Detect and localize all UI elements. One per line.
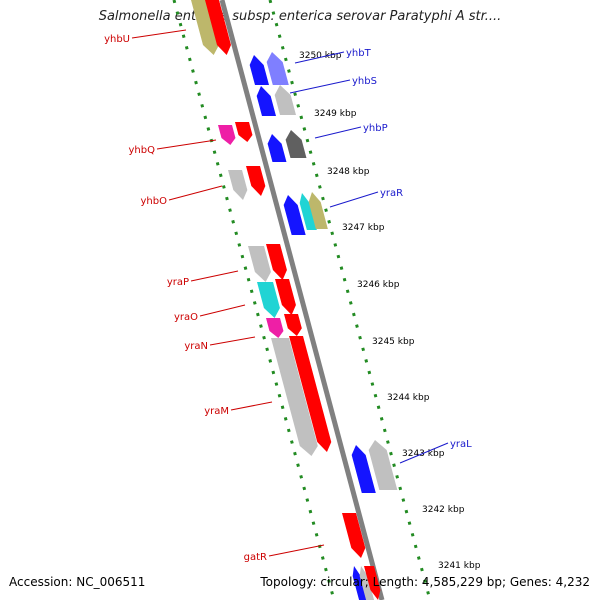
tick-marks: 3250 kbp 3249 kbp 3248 kbp 3247 kbp 3246 kbp… [299,51,481,571]
gene-label-reverse: yraR [380,188,403,199]
gene-arrow [283,195,306,235]
gene-label-forward: yraN [184,341,208,352]
gene-arrow [246,166,266,196]
gene-labels: yhbU yhbQ yhbO yraP yraO yraN yraM gatR yhbT yhbS… [104,29,472,563]
label-leader-line [230,401,273,411]
gene-label-reverse: yhbP [363,123,388,134]
gene-arrow [249,55,269,85]
gene-label-forward: yraM [204,406,229,417]
gene-arrow [191,0,219,55]
gene-arrow [368,440,398,490]
gene-arrow [352,566,368,600]
tick-label: 3245 kbp [372,337,415,347]
gene-arrow [284,314,302,336]
label-leader-line [289,79,351,94]
tick-label: 3244 kbp [387,393,430,403]
features [191,0,398,600]
tick-label: 3247 kbp [342,223,385,233]
accession-text: Accession: NC_006511 [9,575,146,589]
backbone-line [219,0,385,600]
gene-label-forward: yraO [174,312,198,323]
gene-arrow [205,0,231,55]
label-leader-line [131,29,187,39]
label-leader-line [209,336,256,346]
gene-label-forward: yraP [167,277,189,288]
gene-arrow [267,134,287,162]
gene-arrow [228,170,248,200]
gene-arrow [359,566,375,600]
gene-label-forward: gatR [244,552,267,563]
gene-arrow [364,566,381,600]
gene-label-reverse: yhbT [346,48,372,59]
gene-label-reverse: yraL [450,439,472,450]
gene-arrow [266,244,287,280]
gene-arrow [274,85,296,115]
label-leader-line [399,442,449,464]
tick-label: 3249 kbp [314,109,357,119]
label-leader-line [168,185,223,201]
tick-label: 3242 kbp [422,505,465,515]
gene-label-forward: yhbQ [129,145,156,156]
gene-arrow [299,193,317,230]
summary-text: Topology: circular; Length: 4,585,229 bp… [260,575,590,589]
ring-dots-line [172,0,336,600]
gene-arrow [351,445,376,493]
gene-arrow [285,130,307,158]
label-leader-line [314,126,362,139]
gene-arrow [257,282,280,318]
label-leader-line [190,270,239,282]
gene-arrow [271,338,318,456]
tick-label: 3248 kbp [327,167,370,177]
gene-arrow [218,125,236,145]
label-leader-line [329,191,379,208]
gene-arrow [266,318,284,338]
gene-arrow [235,122,253,142]
ring-dots-line [268,0,432,600]
gene-arrow [308,192,328,229]
gene-arrow [275,279,296,315]
label-leader-line [268,544,325,557]
tick-label: 3246 kbp [357,280,400,290]
label-leader-line [156,139,217,150]
label-leader-line [294,51,345,64]
gene-label-forward: yhbU [104,34,130,45]
tick-label: 3241 kbp [438,561,481,571]
gene-arrow [289,336,332,452]
gene-arrow [248,246,271,282]
tick-label: 3243 kbp [402,449,445,459]
label-leader-line [199,304,246,317]
gene-label-reverse: yhbS [352,76,377,87]
gene-arrow [256,86,276,116]
gene-arrow [266,52,289,85]
tick-label: 3250 kbp [299,51,342,61]
gene-label-forward: yhbO [141,196,168,207]
ring-dots [172,0,432,600]
gene-arrow [342,513,366,558]
